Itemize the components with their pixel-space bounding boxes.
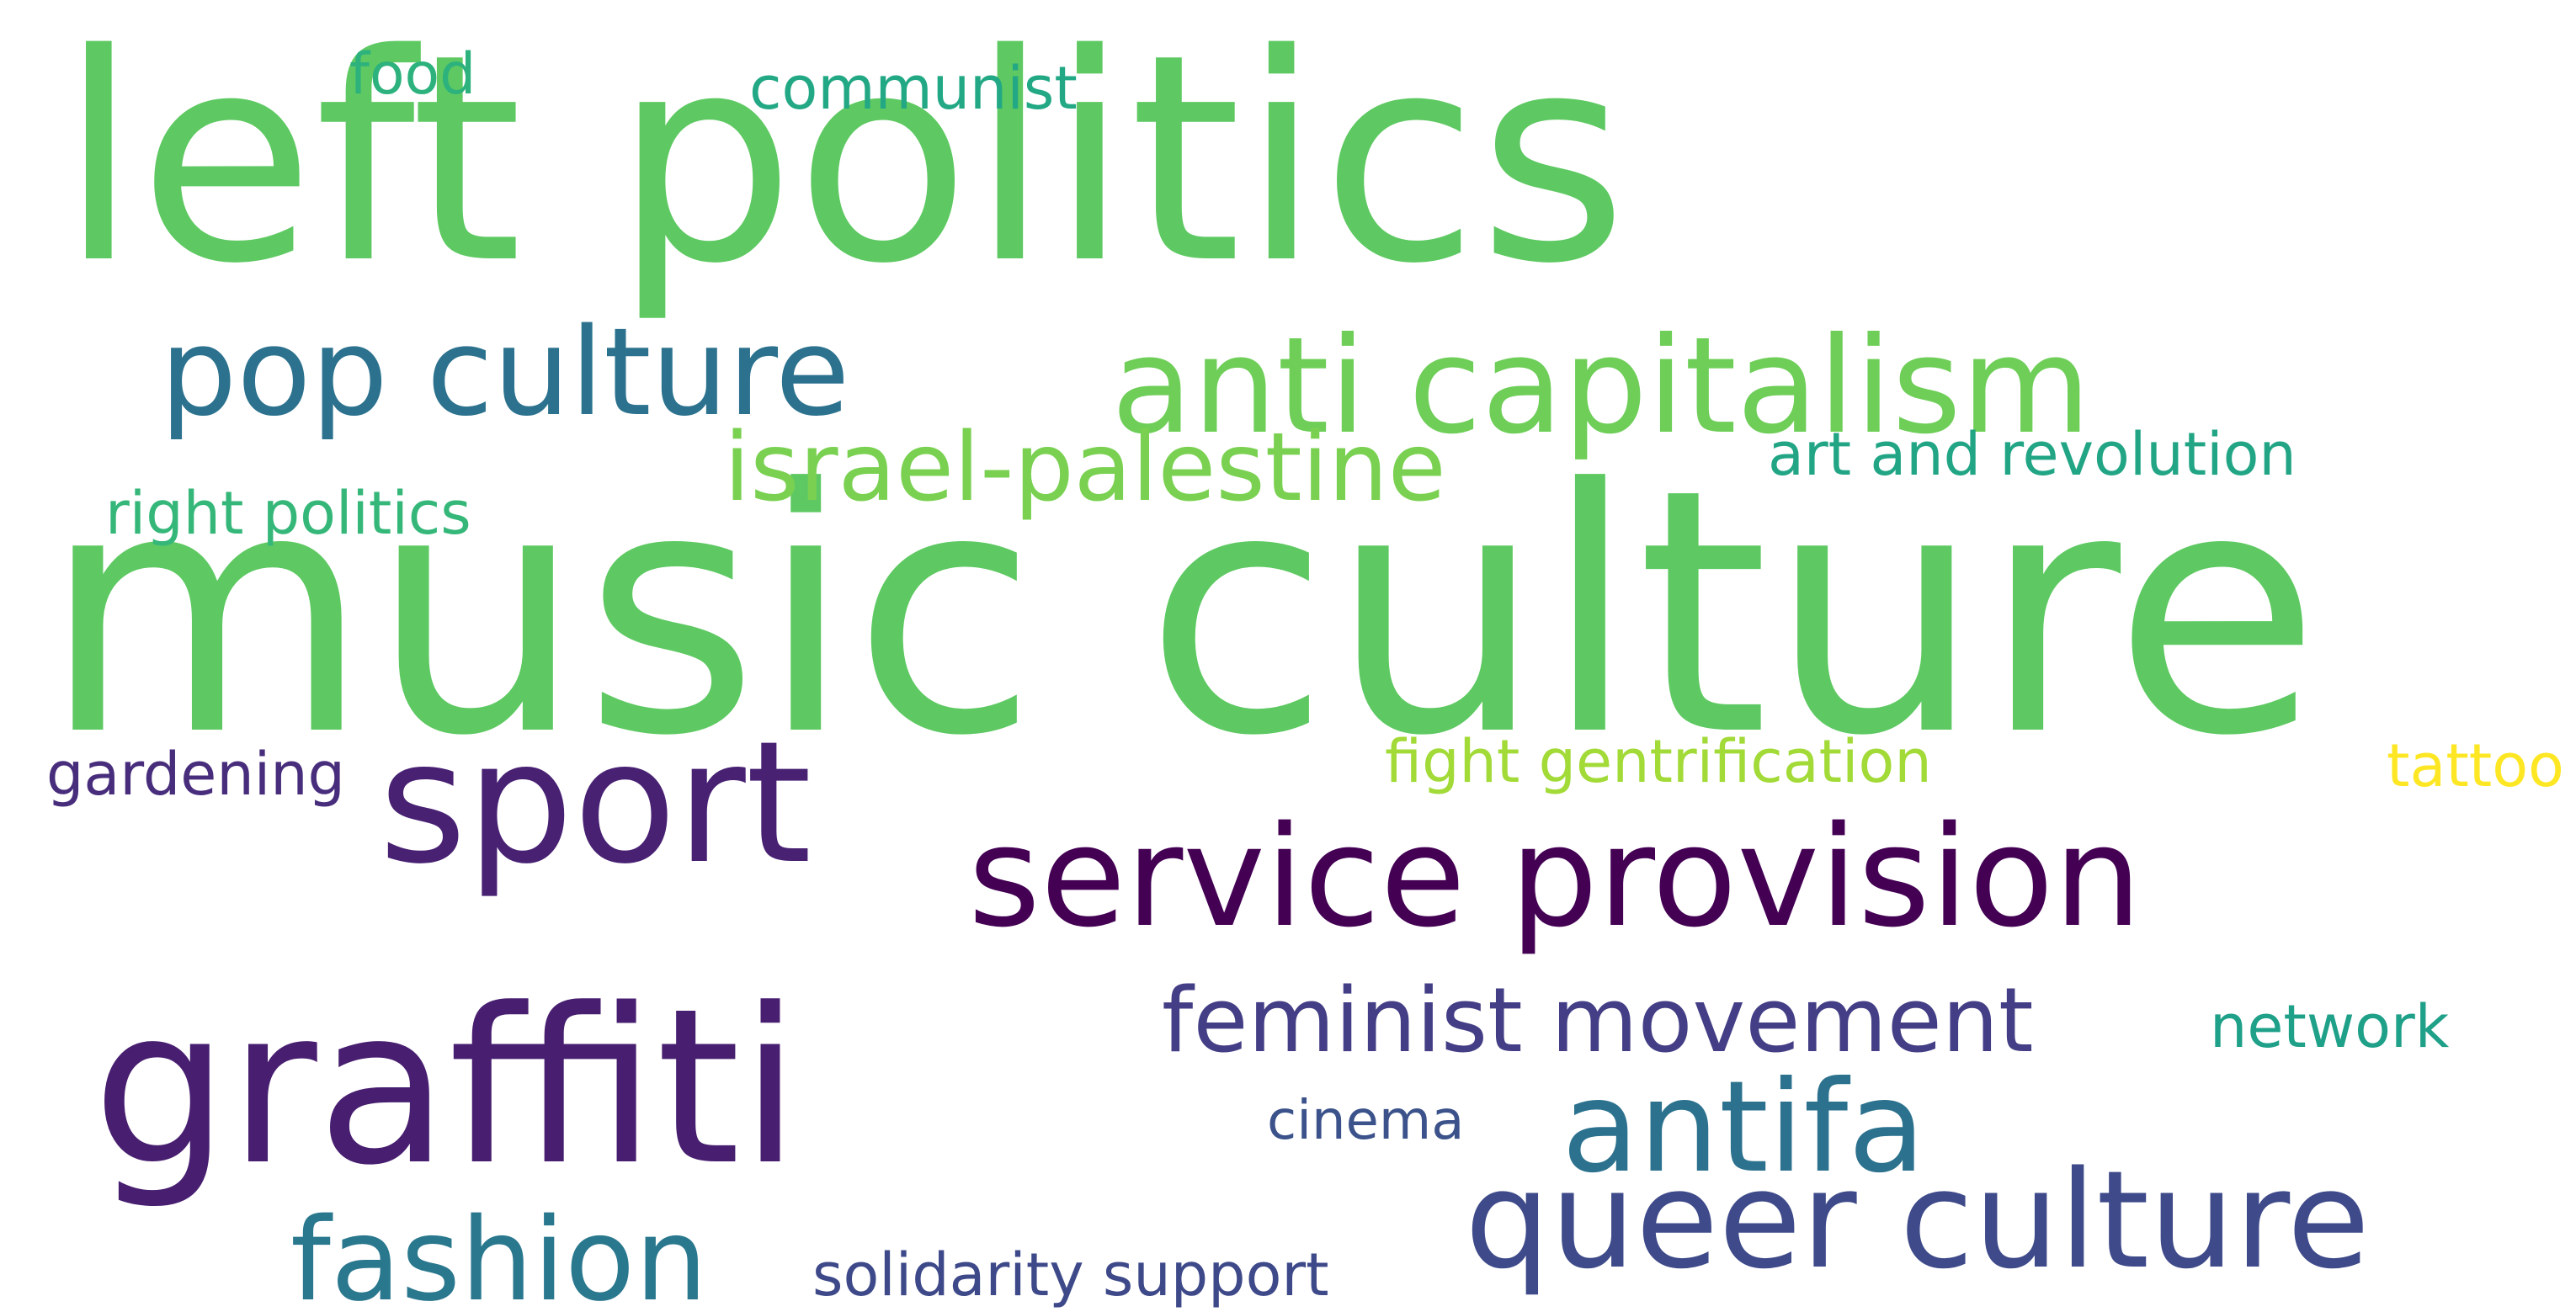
word-music-culture: music culture	[42, 418, 2321, 810]
word-fight-gentrification: fight gentrification	[1385, 727, 1932, 796]
word-communist: communist	[749, 54, 1078, 123]
word-pop-culture: pop culture	[160, 301, 850, 443]
word-israel-palestine: israel-palestine	[724, 413, 1446, 523]
word-right-politics: right politics	[105, 479, 471, 548]
word-service-provision: service provision	[968, 796, 2142, 958]
word-left-politics: left politics	[59, 0, 1628, 327]
word-art-and-revolution: art and revolution	[1768, 420, 2297, 489]
word-solidarity-support: solidarity support	[812, 1240, 1329, 1309]
word-anti-capitalism: anti capitalism	[1111, 309, 2091, 464]
word-food: food	[349, 41, 476, 108]
word-gardening: gardening	[46, 740, 345, 809]
word-network: network	[2210, 992, 2450, 1061]
word-queer-culture: queer culture	[1465, 1141, 2371, 1299]
word-antifa: antifa	[1562, 1054, 1926, 1201]
word-sport: sport	[379, 705, 812, 901]
word-graffiti: graffiti	[93, 963, 801, 1213]
word-cinema: cinema	[1267, 1090, 1465, 1152]
word-tattoo: tattoo	[2387, 731, 2564, 800]
word-fashion: fashion	[290, 1194, 708, 1312]
word-feminist-movement: feminist movement	[1162, 969, 2034, 1072]
